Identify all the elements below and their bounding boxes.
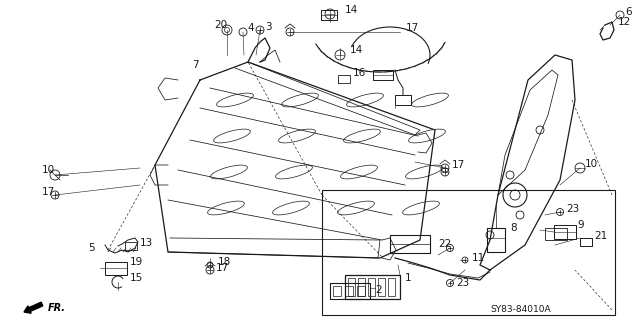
Text: SY83-84010A: SY83-84010A — [490, 306, 550, 315]
Bar — [330, 283, 370, 299]
Text: 2: 2 — [375, 285, 382, 295]
Bar — [105, 262, 127, 275]
Bar — [345, 275, 400, 299]
Text: 17: 17 — [452, 160, 465, 170]
Bar — [580, 238, 592, 246]
Bar — [554, 225, 576, 239]
Text: 4: 4 — [247, 23, 254, 33]
Text: 19: 19 — [130, 257, 143, 267]
Text: 15: 15 — [130, 273, 143, 283]
Bar — [322, 190, 615, 315]
Text: 10: 10 — [42, 165, 55, 175]
Text: 14: 14 — [345, 5, 358, 15]
Bar — [333, 286, 341, 296]
Text: 20: 20 — [214, 20, 227, 30]
Text: 17: 17 — [216, 263, 229, 273]
Text: 17: 17 — [42, 187, 55, 197]
Bar — [395, 95, 411, 105]
Text: 6: 6 — [625, 7, 632, 17]
Text: 3: 3 — [265, 22, 271, 32]
Bar — [125, 242, 137, 250]
Text: 21: 21 — [594, 231, 607, 241]
Text: 16: 16 — [353, 68, 366, 78]
Bar — [487, 228, 505, 252]
Text: 18: 18 — [218, 257, 231, 267]
Text: 17: 17 — [406, 23, 419, 33]
Bar — [373, 70, 393, 80]
Bar — [345, 286, 353, 296]
Text: 12: 12 — [618, 17, 631, 27]
Text: 14: 14 — [350, 45, 363, 55]
Text: 8: 8 — [510, 223, 517, 233]
Bar — [545, 228, 567, 240]
Text: 23: 23 — [456, 278, 469, 288]
Text: 13: 13 — [140, 238, 154, 248]
Bar — [378, 278, 385, 296]
Text: 5: 5 — [88, 243, 95, 253]
Bar — [358, 278, 365, 296]
Bar — [390, 235, 430, 253]
Bar — [388, 278, 395, 296]
Bar — [348, 278, 355, 296]
Text: 9: 9 — [577, 220, 583, 230]
Bar — [368, 278, 375, 296]
Bar — [321, 10, 337, 20]
Text: 7: 7 — [192, 60, 199, 70]
Text: FR.: FR. — [48, 303, 66, 313]
Text: 1: 1 — [405, 273, 412, 283]
Text: 11: 11 — [472, 253, 485, 263]
Text: 22: 22 — [438, 239, 451, 249]
Bar — [357, 286, 365, 296]
Text: 23: 23 — [566, 204, 579, 214]
Text: 10: 10 — [585, 159, 598, 169]
FancyArrow shape — [24, 302, 43, 313]
Bar — [338, 75, 350, 83]
